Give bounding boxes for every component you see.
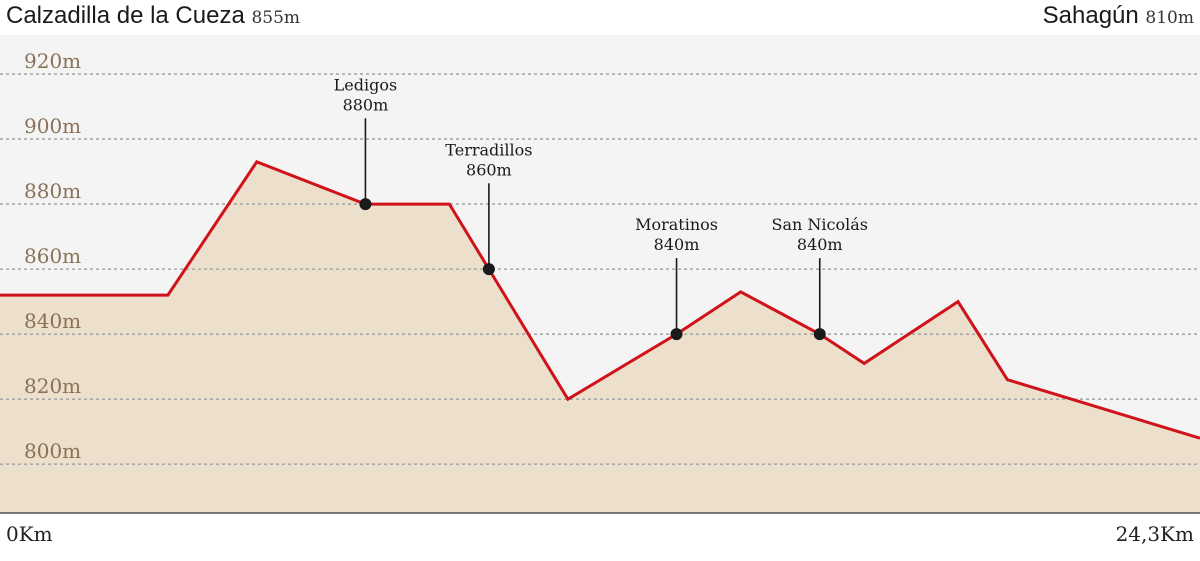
waypoint-name: Moratinos (635, 215, 718, 234)
waypoint-name: San Nicolás (772, 215, 868, 234)
waypoint-elevation: 840m (654, 235, 700, 254)
waypoint-marker (813, 328, 826, 341)
waypoint-name: Terradillos (445, 140, 532, 159)
end-town-elevation: 810m (1145, 8, 1194, 28)
start-town-title: Calzadilla de la Cueza 855m (6, 2, 300, 30)
start-town-name: Calzadilla de la Cueza (6, 2, 245, 29)
waypoint-elevation: 840m (797, 235, 843, 254)
elevation-area (0, 161, 1200, 513)
y-tick-label: 920m (24, 49, 81, 73)
y-tick-label: 900m (24, 114, 81, 138)
end-town-title: Sahagún 810m (1043, 2, 1194, 30)
end-distance-label: 24,3Km (1115, 522, 1194, 546)
waypoint-marker (670, 328, 683, 341)
waypoint-marker (359, 198, 372, 211)
y-tick-label: 800m (24, 439, 81, 463)
y-tick-label: 880m (24, 179, 81, 203)
waypoint-elevation: 860m (466, 160, 512, 179)
y-tick-label: 840m (24, 309, 81, 333)
y-tick-label: 820m (24, 374, 81, 398)
start-town-elevation: 855m (251, 8, 301, 28)
y-tick-label: 860m (24, 244, 81, 268)
waypoint-elevation: 880m (343, 95, 389, 114)
elevation-line (0, 159, 1200, 440)
end-town-name: Sahagún (1042, 2, 1139, 29)
start-distance-label: 0Km (6, 522, 53, 546)
waypoint-marker (482, 263, 495, 276)
waypoint-name: Ledigos (334, 75, 398, 94)
